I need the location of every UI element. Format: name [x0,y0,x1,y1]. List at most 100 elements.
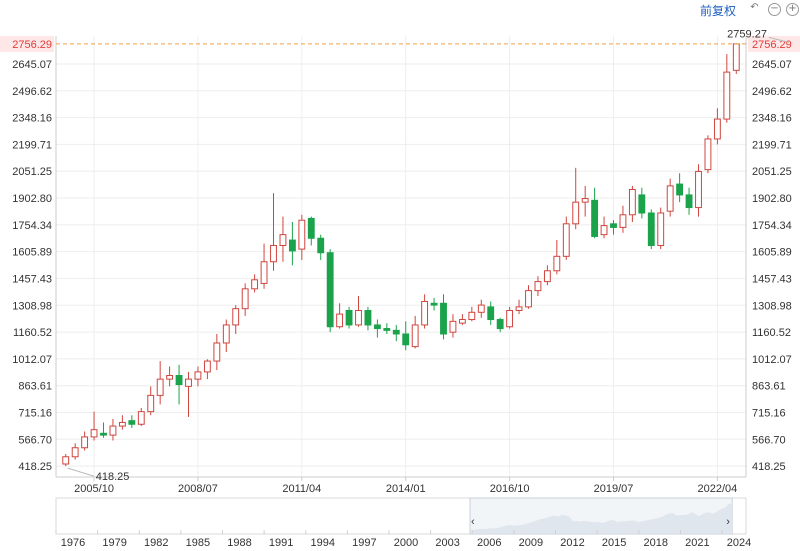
zoom-in-icon[interactable]: + [786,3,799,16]
y-tick-label: 1605.89 [752,247,792,259]
candle-body-up [723,71,731,120]
candle-body-up [185,378,192,387]
candle-body-up [458,319,466,324]
x-axis: 2005/10 2008/07 2011/04 2014/01 2016/10 2019/… [74,477,737,495]
min-pointer [67,467,94,477]
candle-body-up [477,304,485,313]
candle-body-down [317,237,325,254]
candle-body-up [600,225,608,236]
y-tick-label: 2348.16 [12,113,52,125]
candle-body-up [194,371,202,380]
candle-body-up [279,234,287,246]
candle-body-down [392,329,400,335]
candle-body-down [591,199,599,237]
candle-body-up [241,288,249,310]
candle-body-down [383,328,391,331]
navigator-label: 2021 [685,537,709,549]
candle-body-up [732,43,740,71]
navigator-label: 1985 [186,537,210,549]
candle-body-up [666,185,674,212]
candle-body-up [213,342,221,362]
x-tick-label: 2019/07 [594,483,634,495]
candle-body-up [704,138,712,171]
y-tick-label: 2645.07 [752,59,792,71]
adjust-mode-button[interactable]: 前复权 [700,4,737,18]
candle-body-down [402,333,410,346]
candle-body-up [628,189,636,216]
time-navigator[interactable]: ‹ › 1976 1979 1982 1985 1988 1991 1994 1997 2000 20… [55,497,751,549]
navigator-label: 2006 [477,537,501,549]
candle-body-up [468,311,476,321]
candle-body-up [298,219,306,250]
y-tick-label: 1754.34 [752,220,792,232]
navigator-label: 2024 [727,537,751,549]
candle-body-down [100,432,107,436]
candle-body-up [166,375,174,380]
candle-body-up [619,214,627,228]
x-tick-label: 2005/10 [74,483,114,495]
candle-body-up [543,270,551,283]
candle-body-up [203,360,211,373]
candle-body-down [496,319,504,330]
candle-body-up [251,279,259,290]
y-axis-left: 2645.07 2496.62 2348.16 2199.71 2051.25 1902.… [12,59,52,473]
y-tick-label: 1012.07 [752,354,792,366]
candle-body-down [647,212,655,246]
candle-body-up [270,244,277,263]
navigator-label: 1991 [269,537,293,549]
candle-body-up [411,324,419,348]
y-tick-label: 2199.71 [12,139,52,151]
navigator-label: 1976 [61,537,85,549]
y-tick-label: 566.70 [18,434,52,446]
candle-body-up [525,290,532,308]
y-tick-label: 566.70 [752,434,786,446]
y-tick-label: 863.61 [18,381,52,393]
y-tick-label: 2199.71 [752,139,792,151]
y-tick-label: 1160.52 [752,327,791,339]
navigator-label: 2003 [435,537,459,549]
navigator-area [470,502,733,533]
y-tick-label: 1605.89 [12,247,52,259]
zoom-out-icon[interactable]: − [768,3,781,16]
y-tick-label: 2051.25 [12,166,52,178]
candle-body-up [156,378,164,396]
reset-icon[interactable]: ↶ [750,2,759,13]
navigator-label: 2000 [394,537,418,549]
candle-body-up [260,261,268,284]
candle-body-down [487,306,495,321]
navigator-handle-left-icon[interactable]: ‹ [471,516,475,528]
x-tick-label: 2014/01 [386,483,426,495]
candle-body-up [695,170,702,209]
x-tick-label: 2011/04 [282,483,321,495]
navigator-label: 1979 [102,537,126,549]
navigator-handle-right-icon[interactable]: › [726,516,730,528]
candle-body-down [345,309,353,326]
candle-body-down [288,239,296,252]
candle-body-up [449,320,457,333]
navigator-label: 2009 [519,537,543,549]
y-tick-label: 1012.07 [12,354,52,366]
candle-body-up [421,300,429,326]
y-tick-label: 2051.25 [752,166,792,178]
candle-body-down [676,183,684,196]
y-tick-label: 863.61 [752,381,786,393]
candle-body-down [175,375,183,386]
y-axis-right: 2645.07 2496.62 2348.16 2199.71 2051.25 1902.… [752,59,792,473]
y-tick-label: 2348.16 [752,113,792,125]
x-tick-label: 2022/04 [698,483,738,495]
candle-body-up [572,201,580,225]
y-tick-label: 715.16 [18,408,52,420]
candles [62,43,740,467]
last-price-box-left [0,35,54,52]
grid-lines [56,36,746,477]
candle-body-up [109,425,117,436]
y-tick-label: 418.25 [18,461,52,473]
candle-body-up [506,309,514,328]
navigator-label: 1994 [311,537,335,549]
max-label: 2759.27 [727,28,767,40]
candle-body-down [610,223,617,228]
candle-body-up [232,308,240,326]
candle-body-up [515,306,523,311]
y-tick-label: 418.25 [752,461,786,473]
